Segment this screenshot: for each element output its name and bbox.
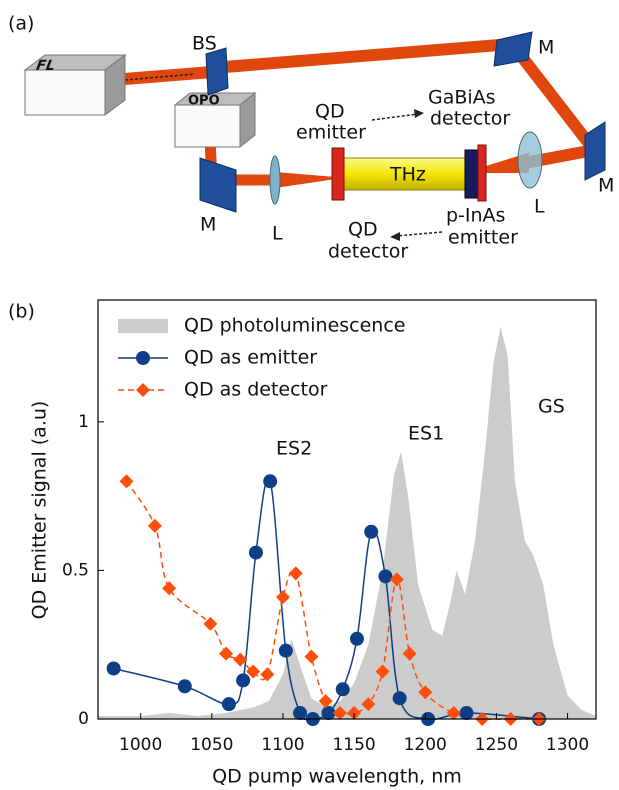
marker: [136, 383, 150, 397]
x-tick-label: 1000: [119, 735, 162, 755]
marker: [203, 616, 218, 631]
qd-chip: [331, 147, 345, 201]
pl-area: [98, 326, 596, 719]
panel-tag: (a): [8, 13, 34, 35]
qd-emitter-label: emitter: [296, 122, 366, 144]
lens: [269, 155, 281, 205]
marker: [349, 631, 364, 646]
x-tick-label: 1300: [546, 735, 589, 755]
thz-beam: [339, 157, 473, 191]
arrow-head: [414, 109, 424, 118]
x-tick-label: 1150: [332, 735, 375, 755]
legend-label: QD as emitter: [184, 347, 317, 369]
marker: [177, 679, 192, 694]
legend-label: QD as detector: [184, 379, 328, 401]
marker: [361, 697, 376, 712]
x-axis-label: QD pump wavelength, nm: [212, 766, 462, 788]
marker: [119, 474, 134, 489]
lens: [517, 131, 543, 189]
marker: [136, 351, 150, 365]
y-tick-label: 0: [78, 709, 89, 729]
detector-chip: [464, 149, 480, 199]
qd-emitter-label: QD: [315, 101, 345, 123]
marker: [402, 646, 417, 661]
lens-label: L: [534, 196, 545, 218]
x-tick-label: 1200: [404, 735, 447, 755]
panel-tag: (b): [8, 301, 35, 323]
axes-frame: [97, 299, 597, 720]
marker: [236, 673, 251, 688]
y-tick-label: 0.5: [62, 560, 89, 580]
marker: [221, 697, 236, 712]
marker: [293, 706, 308, 721]
pinas-label: emitter: [448, 227, 518, 249]
marker: [248, 545, 263, 560]
mirror-label: M: [200, 214, 216, 236]
marker: [318, 694, 333, 709]
thz-label: THz: [389, 164, 426, 186]
gabias-label: detector: [430, 108, 510, 130]
marker: [147, 518, 162, 533]
marker: [260, 667, 275, 682]
x-tick-label: 1250: [475, 735, 518, 755]
opo-label: OPO: [188, 94, 220, 109]
legend-label: QD photoluminescence: [184, 315, 405, 337]
marker: [219, 646, 234, 661]
marker: [106, 661, 121, 676]
annotation: GS: [538, 396, 565, 418]
x-tick-label: 1100: [261, 735, 304, 755]
mirror-label: M: [598, 175, 614, 197]
marker: [263, 474, 278, 489]
overlay: 1000 1050 1100 1150 1200 1250 1300 0 0.5 1 QD phot…: [62, 299, 597, 755]
pinas-label: p-InAs: [446, 205, 505, 227]
annotation: ES2: [276, 438, 312, 460]
marker: [246, 664, 261, 679]
marker: [275, 590, 290, 605]
marker: [459, 706, 474, 721]
detector-chip: [477, 144, 487, 202]
marker: [418, 685, 433, 700]
marker: [304, 649, 319, 664]
marker: [321, 706, 336, 721]
marker: [162, 581, 177, 596]
marker: [332, 706, 347, 721]
marker: [392, 691, 407, 706]
marker: [389, 572, 404, 587]
qd-detector-label: detector: [328, 241, 408, 263]
y-axis-label: QD Emitter signal (a.u): [29, 401, 51, 620]
marker: [233, 652, 248, 667]
gabias-label: GaBiAs: [428, 87, 496, 109]
marker: [378, 569, 393, 584]
mirrors: [199, 31, 606, 213]
legend-swatch: [118, 319, 168, 333]
fl-label: FL: [35, 58, 56, 74]
marker: [375, 664, 390, 679]
setup-diagram: (a) FL OPO: [8, 13, 614, 263]
mirror-label: M: [538, 37, 554, 59]
marker: [335, 682, 350, 697]
marker: [446, 706, 461, 721]
opo-box: OPO: [173, 91, 257, 149]
marker: [364, 524, 379, 539]
beam-arrow: [124, 73, 196, 81]
marker: [278, 643, 293, 658]
qd-detector-label: QD: [348, 219, 378, 241]
x-tick-label: 1050: [190, 735, 233, 755]
fl-box: FL: [23, 54, 127, 116]
bs-label: BS: [192, 33, 217, 55]
signal-arrows: [371, 113, 443, 237]
annotation: ES1: [408, 423, 444, 445]
marker: [288, 566, 303, 581]
plot-area: [98, 326, 596, 720]
y-tick-label: 1: [78, 412, 89, 432]
arrow-head: [390, 232, 400, 241]
lens-label: L: [272, 223, 283, 245]
